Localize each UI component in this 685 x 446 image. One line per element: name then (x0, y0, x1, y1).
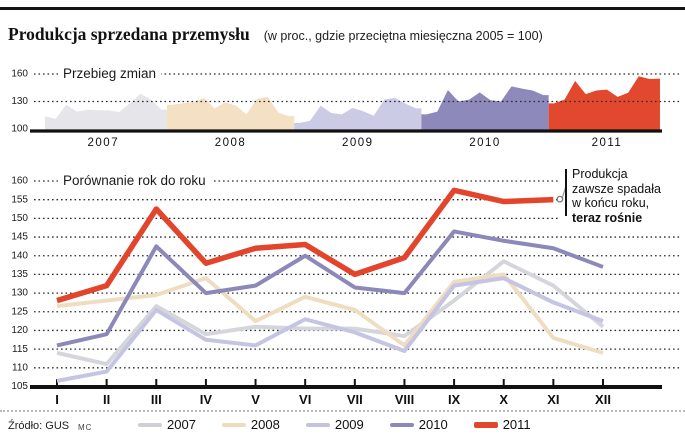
y-tick-label: 100 (11, 124, 28, 135)
footer-separator (0, 410, 685, 412)
legend-item-2008: 2008 (221, 417, 280, 432)
year-label: 2008 (215, 137, 247, 149)
legend-swatch (473, 421, 498, 428)
credit-label: MC (78, 423, 93, 432)
legend-label: 2009 (334, 417, 364, 432)
area-2007 (45, 93, 167, 130)
y-tick-label: 120 (11, 325, 28, 336)
year-label: 2010 (469, 137, 501, 149)
y-tick-label: 105 (11, 381, 28, 392)
line-2008 (56, 272, 604, 355)
legend-item-2010: 2010 (389, 417, 448, 432)
annotation-line-2: zawsze spadała (572, 181, 661, 196)
annotation-bar (565, 169, 567, 216)
y-tick-label: 150 (11, 213, 28, 224)
month-label: II (103, 392, 110, 407)
month-label: V (251, 392, 260, 407)
y-tick-label: 140 (11, 250, 28, 261)
annotation-connector (561, 187, 567, 198)
header: Produkcja sprzedana przemysłu (w proc., … (8, 24, 543, 45)
area-2008 (166, 96, 295, 130)
y-tick-label: 155 (11, 194, 28, 205)
month-label: IV (200, 392, 213, 407)
month-label: VI (299, 392, 311, 407)
y-tick-label: 125 (11, 306, 28, 317)
page-subtitle: (w proc., gdzie przeciętna miesięczna 20… (263, 29, 543, 43)
comparison-chart-label: Porównanie rok do roku (58, 172, 211, 190)
month-label: VIII (395, 392, 415, 407)
year-label: 2007 (88, 137, 120, 149)
legend-swatch (305, 422, 330, 427)
month-label: VII (347, 392, 363, 407)
area-2011 (548, 76, 660, 130)
line-2007 (56, 259, 605, 367)
source-label: Źródło: GUS (8, 420, 70, 432)
line-end-marker (556, 195, 564, 203)
year-label: 2009 (342, 137, 374, 149)
line-2011 (56, 187, 554, 304)
legend-item-2011: 2011 (473, 417, 531, 432)
month-label: III (151, 392, 162, 407)
y-tick-label: 160 (11, 69, 28, 80)
legend-label: 2007 (167, 417, 196, 432)
y-tick-label: 110 (12, 362, 28, 373)
y-tick-label: 130 (11, 288, 28, 299)
area-2010 (421, 86, 549, 130)
y-tick-label: 130 (11, 96, 28, 107)
annotation-line-bold: teraz rośnie (572, 210, 643, 225)
legend-swatch (138, 422, 162, 427)
y-tick-label: 135 (11, 269, 28, 280)
legend-item-2009: 2009 (305, 417, 364, 432)
legend-item-2007: 2007 (138, 417, 196, 432)
y-tick-label: 160 (11, 176, 28, 187)
page-title: Produkcja sprzedana przemysłu (8, 24, 250, 44)
top-rule (0, 7, 685, 10)
line-2010 (56, 229, 604, 348)
month-label: IX (448, 392, 461, 407)
timeline-chart-svg: 160 130 100 2007 2008 2009 2010 2011 (11, 69, 682, 149)
month-label: XII (595, 392, 611, 407)
line-2009 (56, 276, 604, 383)
legend-label: 2011 (502, 417, 531, 432)
y-tick-label: 115 (12, 344, 28, 355)
y-tick-label: 145 (11, 232, 28, 243)
legend-swatch (389, 422, 414, 427)
legend: 2007 2008 2009 2010 2011 (138, 417, 531, 432)
annotation-line-3: w końcu roku, (572, 196, 650, 210)
legend-swatch (221, 422, 246, 427)
legend-label: 2010 (418, 417, 448, 432)
annotation-line-1: Produkcja (572, 167, 628, 181)
month-label: X (499, 392, 508, 407)
timeline-chart-label: Przebieg zmian (58, 65, 162, 83)
month-label: XI (547, 392, 559, 407)
month-label: I (55, 392, 59, 407)
legend-label: 2008 (250, 417, 280, 432)
area-2009 (294, 97, 422, 130)
year-label: 2011 (592, 137, 623, 149)
annotation: Produkcja zawsze spadała w końcu roku, t… (572, 167, 661, 227)
